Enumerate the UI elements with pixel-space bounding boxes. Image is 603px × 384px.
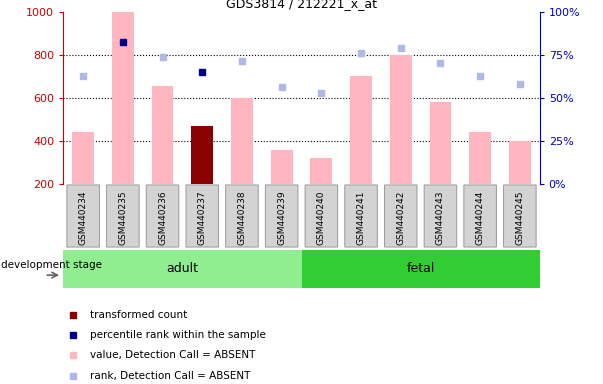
Bar: [72, 132, 94, 184]
Text: GSM440244: GSM440244: [476, 191, 485, 245]
Text: GSM440238: GSM440238: [238, 191, 247, 245]
Text: GSM440241: GSM440241: [356, 191, 365, 245]
Title: GDS3814 / 212221_x_at: GDS3814 / 212221_x_at: [226, 0, 377, 10]
Text: GSM440237: GSM440237: [198, 191, 207, 245]
Bar: [469, 132, 491, 184]
Text: GSM440243: GSM440243: [436, 191, 445, 245]
Text: development stage: development stage: [1, 260, 101, 270]
FancyBboxPatch shape: [186, 185, 218, 247]
FancyBboxPatch shape: [504, 185, 536, 247]
FancyBboxPatch shape: [67, 185, 99, 247]
Text: GSM440239: GSM440239: [277, 191, 286, 245]
Text: transformed count: transformed count: [89, 310, 187, 320]
Bar: [350, 76, 372, 184]
Bar: [509, 141, 531, 184]
FancyBboxPatch shape: [424, 185, 456, 247]
Bar: [231, 98, 253, 184]
Text: GSM440245: GSM440245: [516, 191, 525, 245]
Text: fetal: fetal: [406, 262, 435, 275]
Bar: [311, 158, 332, 184]
FancyBboxPatch shape: [345, 185, 377, 247]
FancyBboxPatch shape: [464, 185, 496, 247]
FancyBboxPatch shape: [265, 185, 298, 247]
Bar: [191, 126, 213, 184]
Text: GSM440235: GSM440235: [118, 191, 127, 245]
FancyBboxPatch shape: [226, 185, 258, 247]
Bar: [112, 12, 134, 184]
FancyBboxPatch shape: [305, 185, 338, 247]
FancyBboxPatch shape: [107, 185, 139, 247]
Text: GSM440234: GSM440234: [78, 191, 87, 245]
Text: GSM440236: GSM440236: [158, 191, 167, 245]
Bar: [271, 150, 292, 184]
Bar: [151, 86, 174, 184]
Text: adult: adult: [166, 262, 198, 275]
Text: GSM440242: GSM440242: [396, 191, 405, 245]
Text: GSM440240: GSM440240: [317, 191, 326, 245]
Text: value, Detection Call = ABSENT: value, Detection Call = ABSENT: [89, 350, 255, 360]
FancyBboxPatch shape: [385, 185, 417, 247]
Text: percentile rank within the sample: percentile rank within the sample: [89, 330, 265, 340]
Bar: [63, 250, 302, 288]
Bar: [390, 55, 412, 184]
Bar: [429, 102, 452, 184]
FancyBboxPatch shape: [147, 185, 179, 247]
Bar: [302, 250, 540, 288]
Text: rank, Detection Call = ABSENT: rank, Detection Call = ABSENT: [89, 371, 250, 381]
